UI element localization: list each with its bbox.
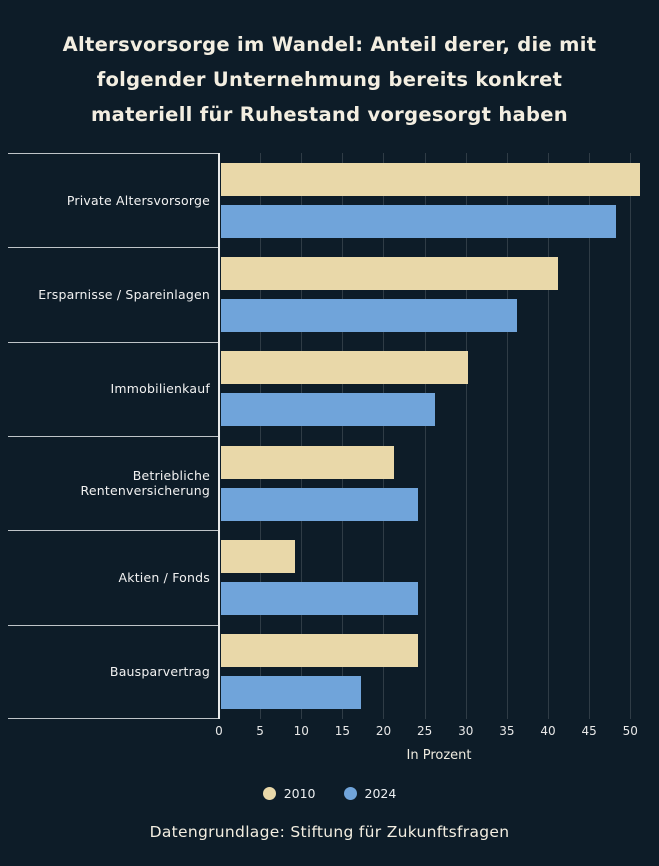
x-tick-label: 50 — [622, 724, 638, 738]
category-label: Private Altersvorsorge — [66, 192, 210, 208]
row-separator — [8, 624, 219, 626]
gridline — [630, 153, 632, 719]
x-tick-label: 40 — [540, 724, 556, 738]
gridline — [301, 153, 303, 719]
legend-label-2024: 2024 — [364, 786, 397, 801]
x-axis-ticks: 0 5 10 15 20 25 30 35 40 45 50 — [215, 719, 659, 739]
chart-row: Betriebliche Rentenversicherung — [0, 435, 659, 530]
row-separator — [8, 341, 219, 343]
chart-rows: Private Altersvorsorge Ersparnisse / Spar… — [0, 153, 659, 719]
bar-group — [219, 247, 659, 341]
x-tick-label: 20 — [375, 724, 392, 738]
bar-2010 — [221, 634, 419, 668]
bar-2024 — [221, 676, 361, 710]
bar-2010 — [221, 539, 296, 573]
gridline — [465, 153, 467, 719]
legend-item-2024: 2024 — [343, 786, 397, 801]
chart-row: Aktien / Fonds — [0, 530, 659, 624]
row-separator — [8, 247, 219, 249]
source-note: Datengrundlage: Stiftung für Zukunftsfra… — [149, 823, 510, 841]
y-axis-line — [218, 153, 220, 719]
x-tick-label: 25 — [416, 724, 433, 738]
legend-label-2010: 2010 — [283, 786, 316, 801]
gridline — [589, 153, 591, 719]
bar-2010 — [221, 256, 559, 290]
bar-2024 — [221, 204, 616, 238]
x-tick-label: 10 — [293, 724, 309, 738]
chart-row: Ersparnisse / Spareinlagen — [0, 247, 659, 341]
bar-2024 — [221, 298, 518, 332]
bar-2024 — [221, 487, 419, 521]
row-separator-bottom — [8, 718, 219, 719]
bar-2024 — [221, 393, 435, 427]
legend-item-2010: 2010 — [262, 786, 316, 801]
x-tick-label: 45 — [581, 724, 597, 738]
gridline — [342, 153, 344, 719]
bar-chart: Private Altersvorsorge Ersparnisse / Spar… — [0, 153, 659, 719]
gridline — [383, 153, 385, 719]
gridline — [506, 153, 508, 719]
bar-group — [219, 153, 659, 247]
category-label: Ersparnisse / Spareinlagen — [38, 286, 210, 302]
x-axis-label: In Prozent — [406, 748, 472, 763]
legend-swatch-2010 — [262, 787, 276, 800]
category-label: Bausparvertrag — [109, 664, 210, 680]
category-label: Betriebliche Rentenversicherung — [80, 468, 210, 499]
category-label: Aktien / Fonds — [118, 569, 210, 585]
x-tick-label: 35 — [499, 724, 515, 738]
legend-swatch-2024 — [343, 787, 357, 800]
bar-group — [219, 342, 659, 436]
gridlines-layer — [219, 153, 659, 719]
legend: 2010 2024 — [0, 786, 659, 801]
bar-group — [219, 625, 659, 719]
bar-2010 — [221, 445, 394, 479]
row-separator — [8, 153, 219, 154]
chart-row: Private Altersvorsorge — [0, 153, 659, 247]
chart-row: Immobilienkauf — [0, 341, 659, 436]
chart-row: Bausparvertrag — [0, 624, 659, 719]
bar-group — [219, 436, 659, 530]
gridline — [424, 153, 426, 719]
row-separator — [8, 435, 219, 437]
chart-title: Altersvorsorge im Wandel: Anteil derer, … — [62, 33, 597, 126]
bar-2010 — [221, 351, 468, 385]
gridline — [547, 153, 549, 719]
x-tick-label: 5 — [256, 724, 264, 738]
bar-2024 — [221, 581, 419, 615]
bar-group — [219, 530, 659, 624]
row-separator — [8, 530, 219, 532]
x-tick-label: 30 — [458, 724, 474, 738]
gridline — [260, 153, 262, 719]
bar-2010 — [221, 162, 641, 196]
x-tick-label: 0 — [215, 724, 223, 738]
x-tick-label: 15 — [334, 724, 350, 738]
category-label: Immobilienkauf — [110, 381, 210, 397]
